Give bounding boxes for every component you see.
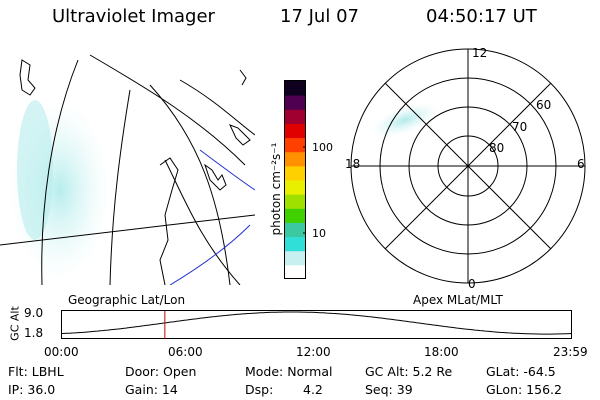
ip-label: IP: 36.0 xyxy=(8,382,56,397)
colorbar-segment xyxy=(285,236,305,252)
mlt-label-12: 12 xyxy=(472,46,488,60)
parallel-line xyxy=(179,79,255,136)
seq-label: Seq: 39 xyxy=(365,382,413,397)
colorbar-segment xyxy=(285,95,305,110)
lat-label-80: 80 xyxy=(489,141,505,155)
meridian-line xyxy=(41,59,79,285)
mlt-label-18: 18 xyxy=(345,157,361,171)
altitude-curve xyxy=(61,311,573,335)
lat-label-60: 60 xyxy=(536,98,552,112)
glon-label: GLon: 156.2 xyxy=(486,382,562,397)
coastline xyxy=(229,124,251,146)
colorbar-unit-label: photon cm⁻²s⁻¹ xyxy=(269,142,283,236)
terminator-line xyxy=(169,224,251,285)
colorbar-segment xyxy=(285,194,305,209)
x-tick-0600: 06:00 xyxy=(168,345,203,359)
colorbar-segment xyxy=(285,180,305,195)
glat-label: GLat: -64.5 xyxy=(486,364,556,379)
parallel-line xyxy=(164,159,241,285)
x-tick-1200: 12:00 xyxy=(296,345,331,359)
x-tick-1800: 18:00 xyxy=(424,345,459,359)
meridian-line xyxy=(109,89,131,285)
colorbar xyxy=(284,80,306,280)
colorbar-segment xyxy=(285,137,305,153)
altitude-ylabel: GC Alt xyxy=(8,306,22,341)
x-tick-0000: 00:00 xyxy=(44,345,79,359)
colorbar-tick-100: 100 xyxy=(312,141,333,154)
colorbar-segment xyxy=(285,222,305,238)
colorbar-segment xyxy=(285,250,305,266)
altitude-right-title: Apex MLat/MLT xyxy=(413,293,503,307)
coastline xyxy=(159,157,179,285)
filter-label: Flt: LBHL xyxy=(8,364,64,379)
coastline xyxy=(239,69,247,86)
mlt-label-0: 0 xyxy=(468,277,476,291)
meridian-line xyxy=(149,84,231,285)
colorbar-segment xyxy=(285,208,305,223)
altitude-ymin: 1.8 xyxy=(24,326,44,340)
altitude-plot xyxy=(61,310,573,339)
colorbar-segment xyxy=(285,109,305,124)
aurora-emission-core xyxy=(17,100,53,240)
door-label: Door: Open xyxy=(125,364,197,379)
dsp-label: Dsp: xyxy=(245,382,274,397)
time-label: 04:50:17 UT xyxy=(426,6,537,27)
colorbar-segment xyxy=(285,165,305,181)
polar-axis-diagonal xyxy=(384,82,552,250)
geographic-map xyxy=(0,54,255,285)
terminator-line xyxy=(199,149,255,191)
colorbar-segment xyxy=(285,81,305,96)
date-label: 17 Jul 07 xyxy=(280,6,359,27)
coastline xyxy=(19,59,36,96)
dsp-value: 4.2 xyxy=(303,382,323,397)
gc-alt-label: GC Alt: 5.2 Re xyxy=(365,364,453,379)
colorbar-segment xyxy=(285,151,305,167)
colorbar-segment xyxy=(285,123,305,139)
lat-label-70: 70 xyxy=(512,120,528,134)
coastline xyxy=(204,163,227,191)
mlt-label-6: 6 xyxy=(577,157,585,171)
colorbar-tick-10: 10 xyxy=(312,227,326,240)
polar-plot xyxy=(350,48,586,284)
altitude-left-title: Geographic Lat/Lon xyxy=(68,293,186,307)
colorbar-segment xyxy=(285,264,305,280)
mode-label: Mode: Normal xyxy=(245,364,333,379)
parallel-line xyxy=(0,214,255,246)
altitude-ymax: 9.0 xyxy=(24,306,44,320)
gain-label: Gain: 14 xyxy=(125,382,178,397)
instrument-title: Ultraviolet Imager xyxy=(52,6,215,27)
x-tick-2359: 23:59 xyxy=(553,345,588,359)
meridian-line xyxy=(89,54,246,166)
